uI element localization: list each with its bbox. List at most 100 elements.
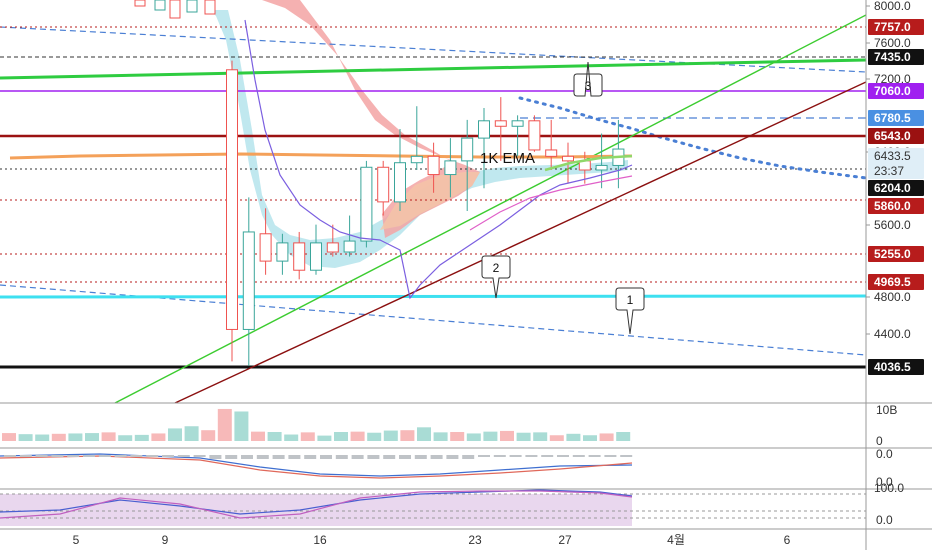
candle-top-2 [169,0,181,19]
price-badge-5: 6433.5 [868,148,924,164]
ema-ribbons [210,0,628,268]
macd-hist-15 [241,455,253,459]
price-pane[interactable]: 1K EMA 1 2 3 [0,0,866,403]
volume-bar-11 [184,426,199,441]
candle-body [478,120,490,139]
volume-tick-1: 0 [876,434,883,448]
candle-19 [545,119,558,170]
macd-hist-29 [462,455,475,459]
stoch-d [0,490,633,519]
price-tick-6: 4400.0 [874,327,911,341]
indicator-panes [0,402,932,526]
volume-bar-26 [433,432,448,441]
price-badge-9: 5255.0 [868,246,924,262]
badge-bg [868,148,924,164]
candle-body [545,149,558,157]
candle-body [326,242,339,253]
callout-label: 2 [493,261,500,275]
macd-hist-34 [541,455,554,457]
macd-hist-12 [193,455,206,457]
candle-15 [478,108,490,189]
stoch-tick-1: 0.0 [876,513,893,527]
volume-bar-0 [2,433,16,441]
candle-3 [276,233,289,275]
macd-hist-22 [351,455,364,459]
macd-hist-21 [335,455,348,459]
macd-hist-20 [320,455,332,459]
macd-hist-31 [493,455,506,457]
macd-hist-2 [35,455,48,457]
candle-body [343,240,356,253]
candle-body [511,120,524,127]
time-tick-1: 9 [162,533,169,547]
price-badge-3: 6780.5 [868,110,924,126]
badge-bg [868,128,924,144]
candle-body [377,166,390,203]
badge-text: 23:37 [874,164,904,178]
badge-text: 7757.0 [874,20,911,34]
candle-6 [326,224,339,257]
volume-bar-34 [566,433,581,441]
candle-body [360,166,373,242]
candle-top-4 [204,0,216,15]
candle-4 [293,231,306,280]
badge-bg [868,49,924,65]
price-axis: 8000.07600.07200.06400.05600.04800.04400… [865,0,924,550]
time-tick-5: 4월 [667,533,685,547]
badge-bg [868,163,924,179]
volume-bar-32 [533,432,548,441]
time-tick-2: 16 [313,533,327,547]
volume-bar-5 [85,433,99,441]
volume-bar-31 [516,432,531,441]
macd-hist-36 [572,455,585,457]
badge-text: 5255.0 [874,247,911,261]
price-badge-1: 7435.0 [868,49,924,65]
candle-10 [394,129,406,211]
price-badge-11: 4036.5 [868,359,924,375]
macd-hist-19 [304,455,317,459]
candle-11 [410,106,423,170]
badge-text: 7060.0 [874,84,911,98]
price-badge-0: 7757.0 [868,19,924,35]
badge-text: 5860.0 [874,199,911,213]
volume-bar-37 [616,432,631,441]
stoch-tick-0: 100.0 [874,481,904,495]
volume-bar-20 [334,432,348,441]
dotted-trend-line [518,96,866,180]
macd-hist-13 [209,455,222,459]
macd-hist-28 [446,455,459,459]
volume-bar-28 [466,433,481,441]
volume-tick-0: 10B [876,403,897,417]
candle-body [410,155,423,164]
macd-hist-10 [162,455,174,457]
volume-bar-17 [284,434,299,441]
candle-body [444,160,457,176]
macd-hist-6 [98,455,111,457]
time-tick-6: 6 [784,533,791,547]
candle-body [427,155,440,176]
candle-0 [226,60,238,362]
volume-bar-3 [51,433,66,441]
ema-label: 1K EMA [480,150,535,167]
badge-text: 6433.5 [874,149,911,163]
candle-top-1 [154,0,166,11]
volume-bar-10 [168,428,182,441]
price-tick-5: 4800.0 [874,290,911,304]
badge-bg [868,274,924,290]
cyan-support-line [0,294,866,299]
volume-bar-18 [300,432,315,441]
macd-hist-30 [478,455,490,457]
badge-bg [868,198,924,214]
time-tick-4: 27 [558,533,572,547]
macd-hist-0 [4,455,16,457]
candle-16 [494,97,507,161]
macd-hist-1 [19,455,32,457]
time-axis: 5 9 16 23 27 4월 6 [0,528,932,547]
candle-5 [310,224,322,275]
ema-ribbon-red [262,0,480,238]
price-badge-6: 23:37 [868,163,924,179]
price-badge-8: 5860.0 [868,198,924,214]
candle-body [461,137,474,162]
macd-hist-11 [177,455,190,457]
